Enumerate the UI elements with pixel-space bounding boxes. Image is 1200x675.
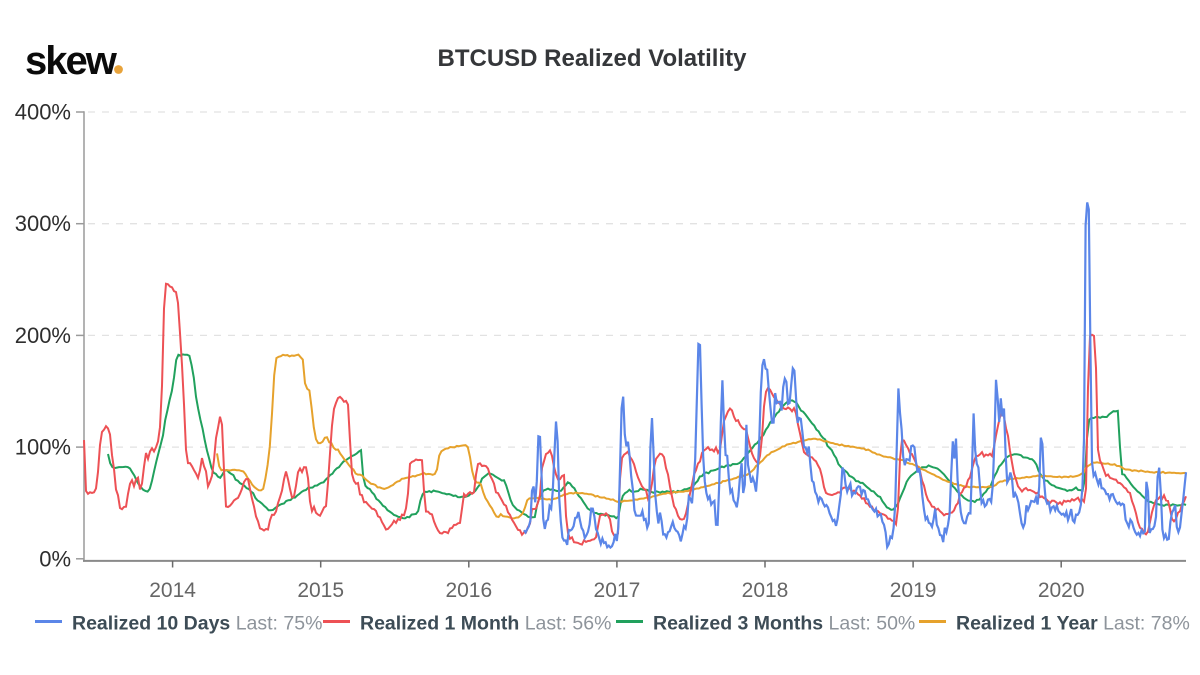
svg-text:Realized 1 Month Last: 56%: Realized 1 Month Last: 56% <box>360 613 611 635</box>
svg-text:2016: 2016 <box>445 579 492 602</box>
svg-text:BTCUSD Realized Volatility: BTCUSD Realized Volatility <box>438 45 748 72</box>
svg-text:400%: 400% <box>15 100 71 125</box>
svg-text:100%: 100% <box>15 435 71 460</box>
svg-text:Realized 1 Year Last: 78%: Realized 1 Year Last: 78% <box>956 613 1190 635</box>
svg-text:skew: skew <box>25 39 118 83</box>
svg-text:2018: 2018 <box>742 579 789 602</box>
svg-text:2017: 2017 <box>594 579 641 602</box>
svg-text:300%: 300% <box>15 211 71 236</box>
svg-text:2014: 2014 <box>149 579 196 602</box>
svg-text:2019: 2019 <box>890 579 937 602</box>
svg-text:2020: 2020 <box>1038 579 1085 602</box>
svg-text:Realized 3 Months Last: 50%: Realized 3 Months Last: 50% <box>653 613 915 635</box>
svg-text:2015: 2015 <box>297 579 344 602</box>
svg-text:200%: 200% <box>15 323 71 348</box>
svg-text:Realized 10 Days Last: 75%: Realized 10 Days Last: 75% <box>72 613 322 635</box>
svg-text:0%: 0% <box>39 546 71 571</box>
